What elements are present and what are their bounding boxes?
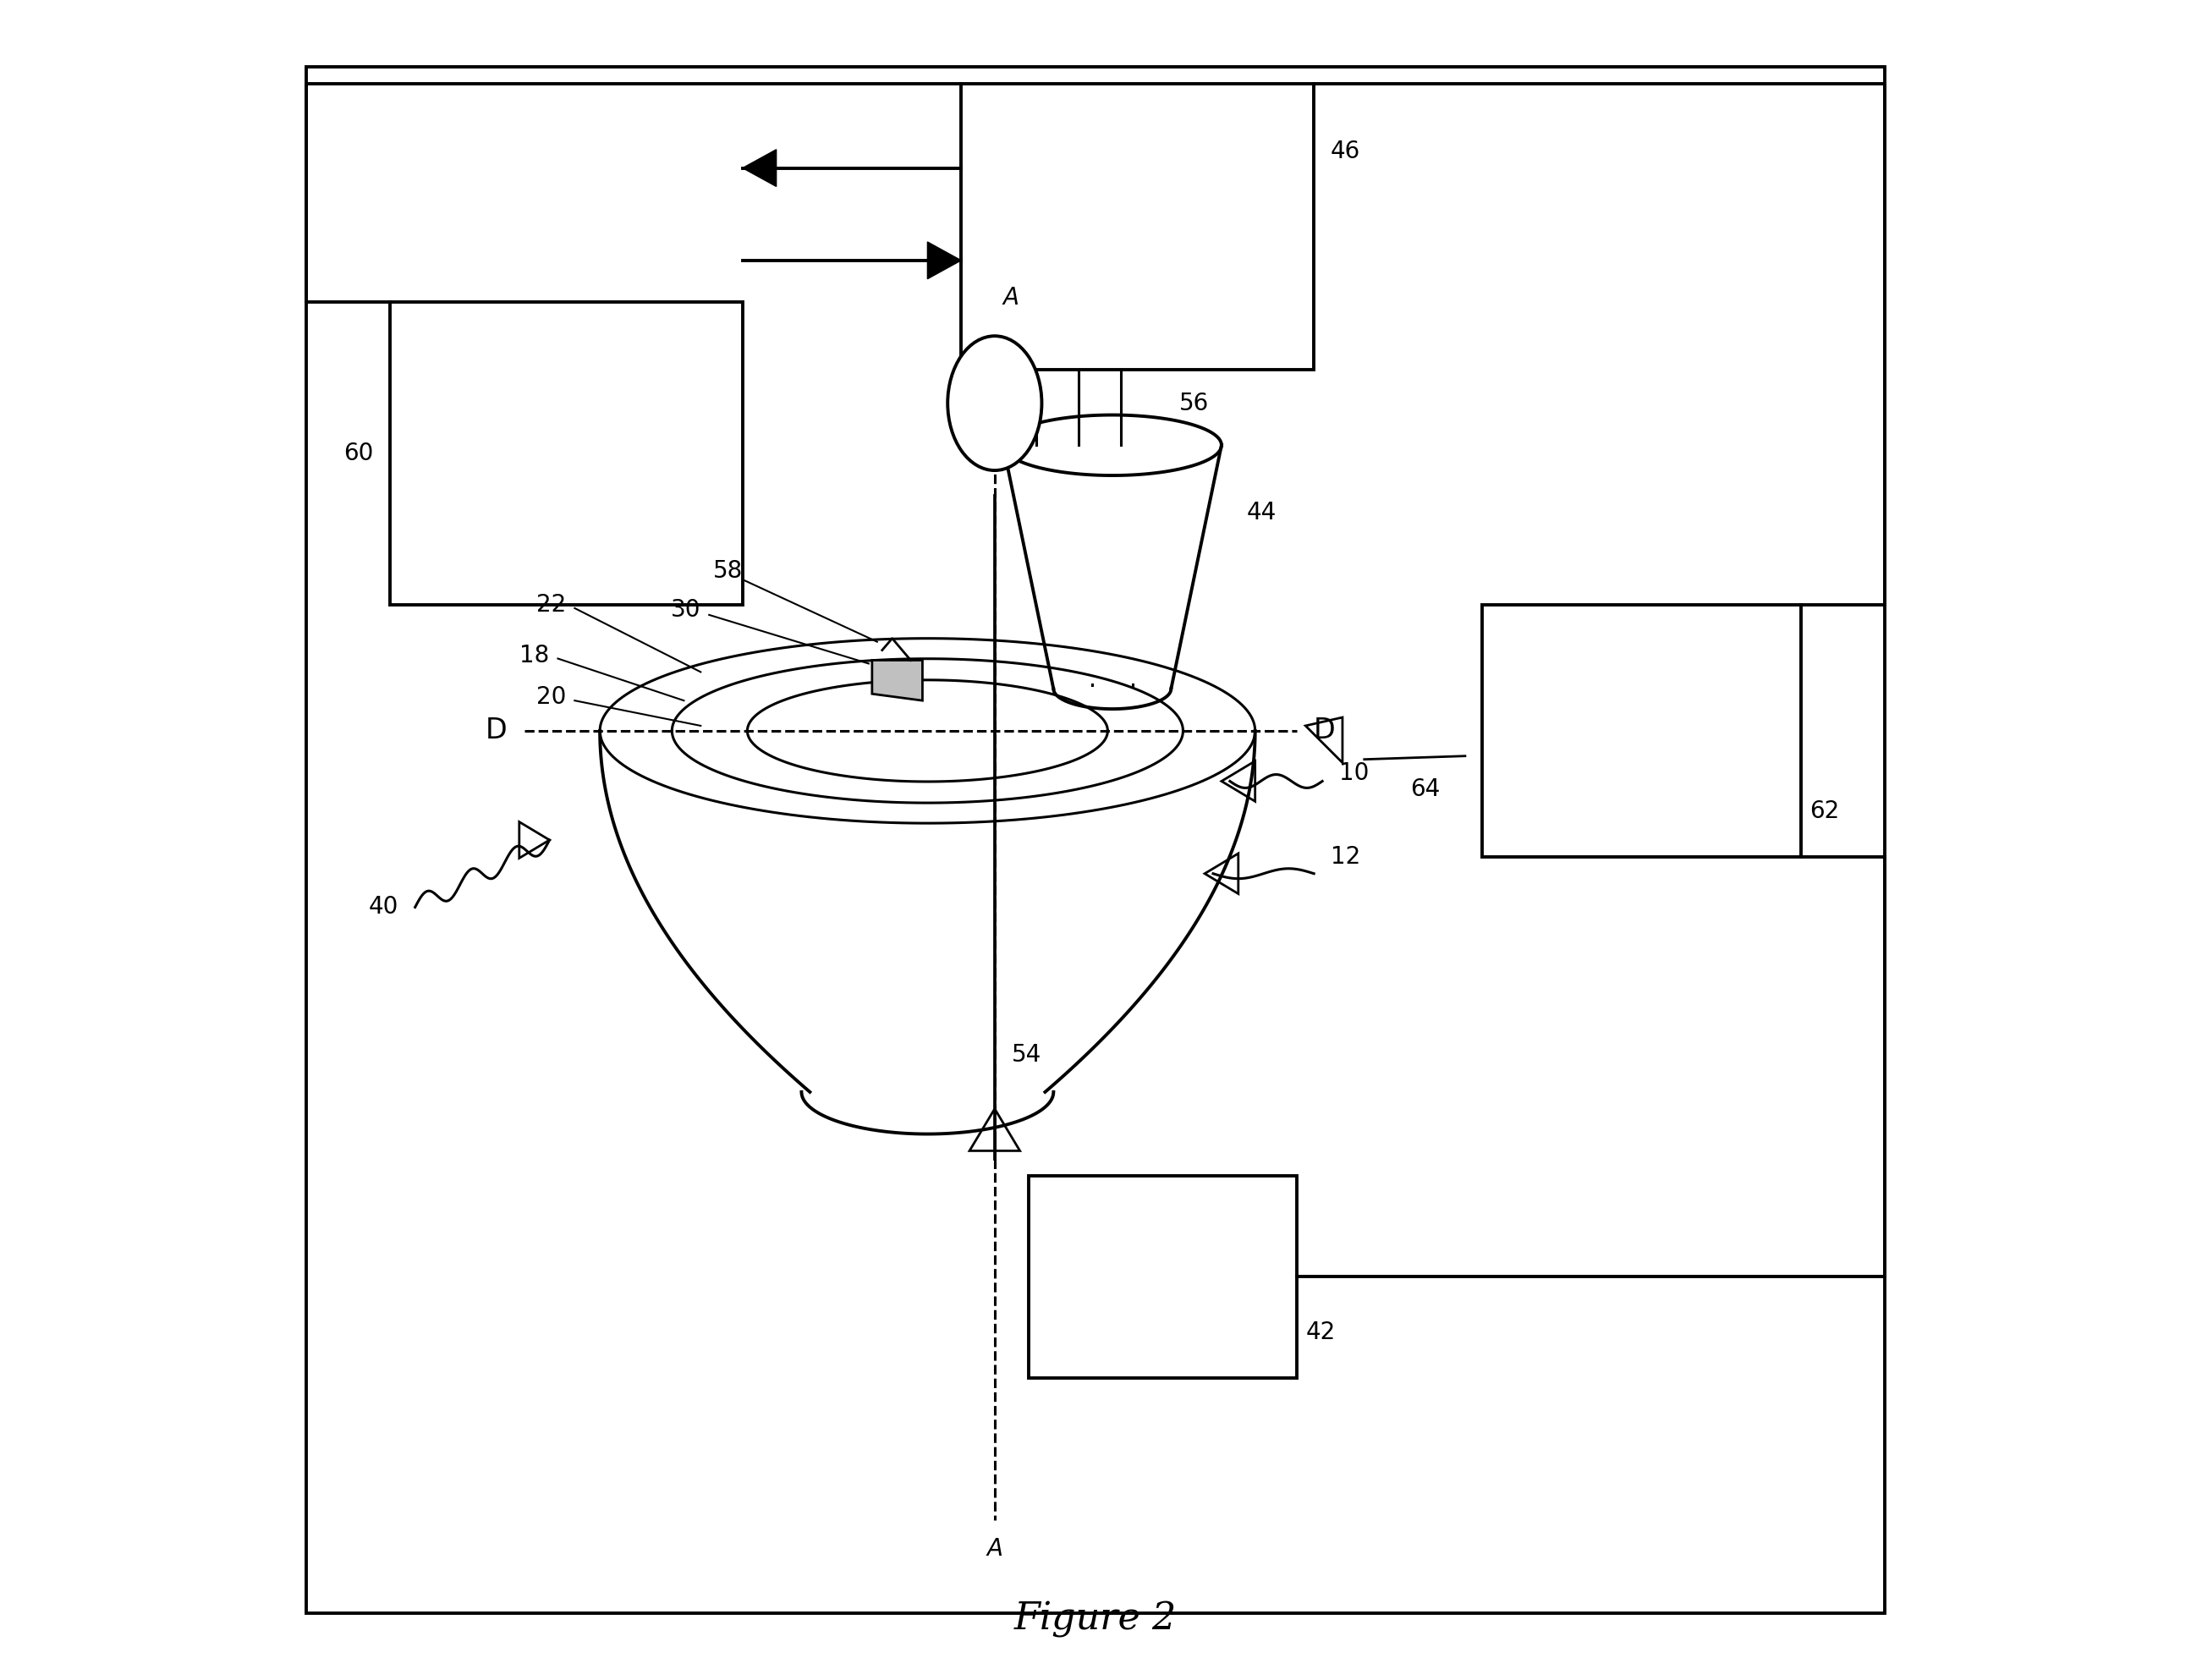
Text: 58: 58 xyxy=(712,559,743,583)
Text: 30: 30 xyxy=(670,598,701,622)
Text: A: A xyxy=(1003,286,1019,309)
Text: A: A xyxy=(986,346,1003,370)
Text: 60: 60 xyxy=(344,442,372,465)
Text: D: D xyxy=(1315,717,1337,744)
Text: 46: 46 xyxy=(1330,139,1361,163)
Text: Figure 2: Figure 2 xyxy=(1014,1601,1177,1638)
Text: 20: 20 xyxy=(537,685,565,709)
Polygon shape xyxy=(927,242,962,279)
Text: A: A xyxy=(986,1537,1003,1561)
Text: 40: 40 xyxy=(368,895,399,919)
Text: 56: 56 xyxy=(1179,391,1209,415)
Text: 18: 18 xyxy=(519,643,550,667)
Bar xyxy=(390,302,743,605)
Bar xyxy=(1028,1176,1297,1378)
Bar xyxy=(1481,605,1801,857)
Text: 54: 54 xyxy=(1012,1043,1041,1067)
Text: 64: 64 xyxy=(1411,778,1439,801)
Text: 12: 12 xyxy=(1330,845,1361,869)
Ellipse shape xyxy=(949,336,1041,470)
Polygon shape xyxy=(743,150,776,186)
Text: 44: 44 xyxy=(1247,501,1277,524)
Text: 10: 10 xyxy=(1339,761,1369,785)
Polygon shape xyxy=(872,660,922,701)
Bar xyxy=(962,84,1315,370)
Text: 42: 42 xyxy=(1306,1320,1334,1344)
Text: 22: 22 xyxy=(537,593,565,617)
Text: 62: 62 xyxy=(1810,800,1838,823)
Text: D: D xyxy=(486,717,508,744)
